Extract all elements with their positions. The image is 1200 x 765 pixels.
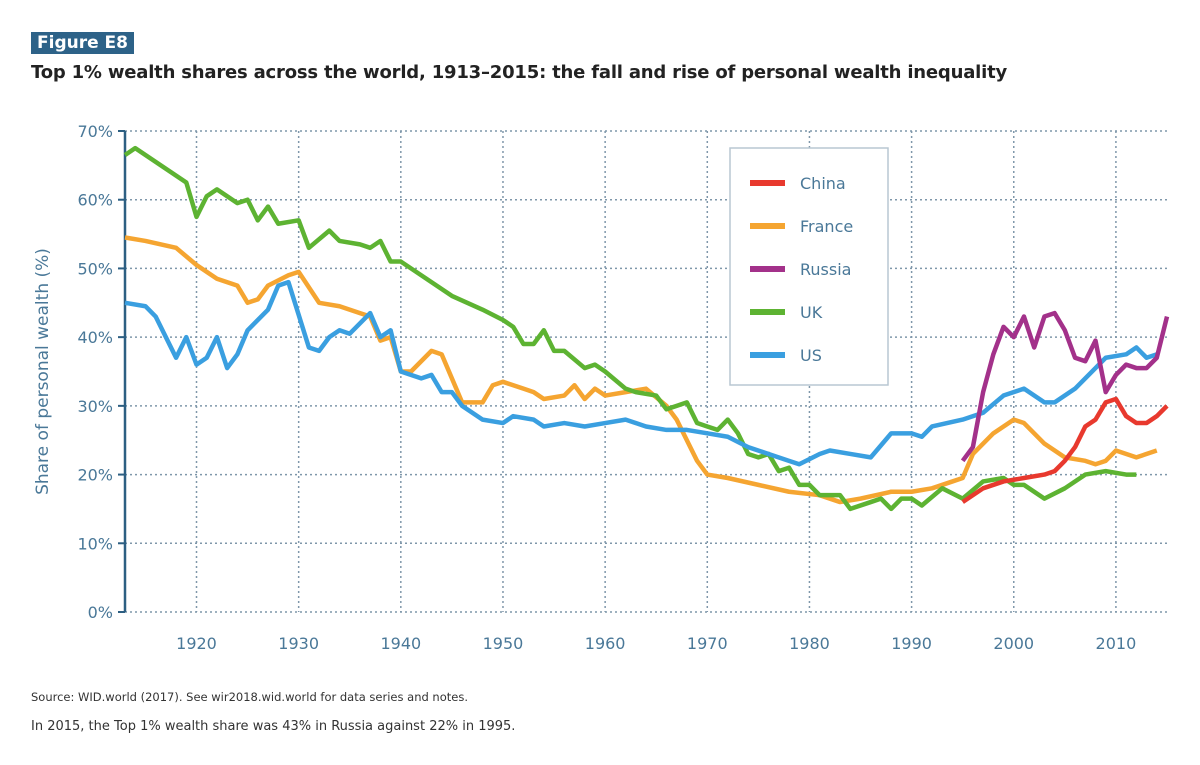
- x-tick-label: 1930: [278, 634, 319, 653]
- series-line-france: [124, 235, 1158, 505]
- series-line-uk: [123, 145, 1137, 512]
- y-tick-label: 70%: [77, 122, 113, 141]
- y-tick-label: 20%: [77, 466, 113, 485]
- legend-label-uk: UK: [800, 303, 823, 322]
- x-tick-label: 2010: [1096, 634, 1137, 653]
- legend-label-russia: Russia: [800, 260, 851, 279]
- y-axis-label: Share of personal wealth (%): [33, 248, 53, 495]
- chart-title: Top 1% wealth shares across the world, 1…: [31, 62, 1008, 83]
- chart: 0% 10% 20% 30% 40% 50% 60% 70% 1920 1930 1940 1950 1…: [33, 122, 1170, 653]
- source-note: Source: WID.world (2017). See wir2018.wi…: [31, 690, 468, 704]
- x-tick-label: 1970: [687, 634, 728, 653]
- legend: China France Russia UK US: [729, 147, 889, 386]
- series-line-russia: [960, 310, 1170, 463]
- x-tick-label: 1960: [585, 634, 626, 653]
- legend-label-france: France: [800, 217, 853, 236]
- y-tick-label: 0%: [88, 603, 113, 622]
- legend-label-china: China: [800, 174, 846, 193]
- y-tick-label: 60%: [77, 191, 113, 210]
- x-tick-label: 1920: [176, 634, 217, 653]
- x-tick-label: 1940: [380, 634, 421, 653]
- series-line-us: [124, 279, 1158, 467]
- footnote: In 2015, the Top 1% wealth share was 43%…: [31, 719, 516, 734]
- x-tick-label: 1950: [483, 634, 524, 653]
- y-tick-label: 40%: [77, 328, 113, 347]
- figure-label: Figure E8: [31, 32, 134, 54]
- x-tick-label: 1980: [789, 634, 830, 653]
- x-tick-label: 2000: [993, 634, 1034, 653]
- y-tick-label: 10%: [77, 534, 113, 553]
- series-line-china: [961, 396, 1169, 504]
- x-tick-label: 1990: [891, 634, 932, 653]
- y-tick-label: 30%: [77, 397, 113, 416]
- y-tick-label: 50%: [77, 259, 113, 278]
- legend-label-us: US: [800, 346, 822, 365]
